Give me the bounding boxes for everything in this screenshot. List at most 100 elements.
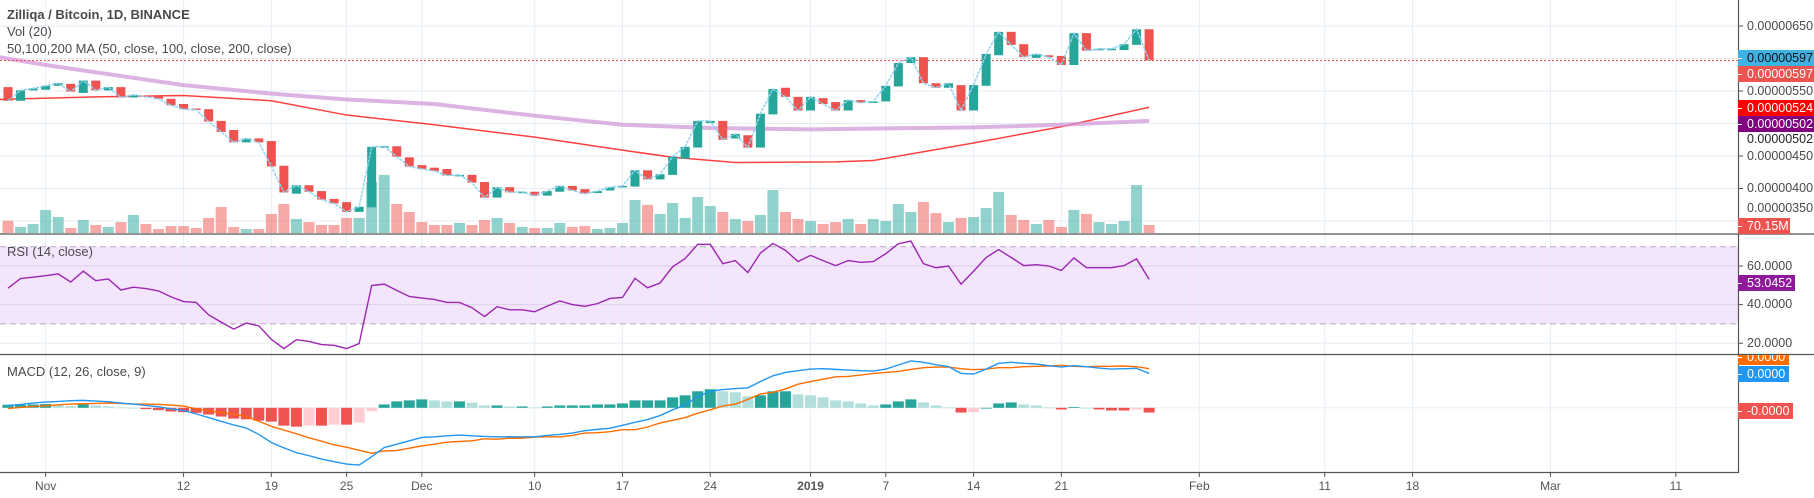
candle [881, 85, 891, 102]
signal-value-tag: 0.0000 [1738, 355, 1789, 365]
volume-bar [52, 217, 64, 233]
candle [768, 89, 778, 115]
volume-bar [591, 229, 603, 233]
candle [1094, 48, 1104, 51]
candle [643, 170, 653, 180]
candle [1069, 33, 1079, 65]
candle [605, 187, 615, 191]
macd-histogram-bar [391, 401, 403, 408]
volume-bar [140, 223, 152, 233]
macd-histogram-bar [102, 406, 114, 408]
volume-bar [391, 204, 403, 233]
volume-bar [516, 226, 528, 233]
macd-pane[interactable] [2, 360, 1155, 466]
volume-bar [290, 218, 302, 233]
volume-bar [215, 206, 227, 233]
macd-histogram-bar [1106, 407, 1118, 411]
candle [153, 96, 163, 99]
macd-histogram-bar [416, 399, 428, 408]
macd-histogram-bar [529, 407, 541, 409]
macd-axis[interactable]: 0.0000 0.0000 -0.0000 [1738, 355, 1814, 472]
macd-histogram-bar [341, 407, 353, 425]
candle [542, 191, 552, 196]
moving-average-line [0, 94, 1150, 164]
macd-histogram-bar [165, 407, 177, 412]
candle [241, 138, 251, 143]
volume-bar [604, 227, 616, 233]
candle [580, 189, 590, 194]
candle [655, 174, 665, 180]
volume-bars [2, 174, 1155, 233]
volume-bar [102, 226, 114, 233]
volume-bar [1143, 225, 1155, 233]
volume-bar [341, 217, 353, 233]
candle [480, 182, 490, 198]
macd-histogram-bar [654, 400, 666, 408]
price-axis-label: 0.00000550 [1747, 83, 1814, 98]
volume-bar [642, 204, 654, 233]
close-line-value-tag: 0.00000597 [1738, 50, 1814, 66]
macd-histogram-bar [428, 400, 440, 408]
ma-legend[interactable]: 50,100,200 MA (50, close, 100, close, 20… [7, 41, 292, 56]
macd-histogram-bar [152, 407, 164, 411]
symbol-title[interactable]: Zilliqa / Bitcoin, 1D, BINANCE [7, 7, 190, 22]
volume-legend[interactable]: Vol (20) [7, 24, 52, 39]
candle [128, 94, 138, 98]
macd-histogram-bar [403, 400, 415, 408]
volume-bar [692, 196, 704, 233]
volume-bar [479, 219, 491, 233]
volume-bar [892, 204, 904, 233]
candle [555, 185, 565, 192]
time-axis-label: 18 [1405, 479, 1420, 493]
rsi-axis-label: 40.0000 [1747, 297, 1793, 312]
macd-histogram-bar [1055, 407, 1067, 410]
volume-bar [792, 218, 804, 233]
candle [392, 146, 402, 157]
candle [1031, 53, 1041, 58]
candle [1006, 31, 1016, 45]
candle [567, 185, 577, 191]
macd-histogram-bar [1131, 407, 1143, 410]
ma-purple-value-tag: 0.00000502 [1738, 116, 1814, 132]
candle [668, 156, 678, 175]
volume-bar [165, 226, 177, 233]
close-price-line [7, 27, 1150, 213]
macd-histogram-bar [729, 392, 741, 408]
candle [229, 130, 239, 143]
volume-bar [453, 222, 465, 233]
macd-histogram-bar [905, 399, 917, 408]
rsi-legend[interactable]: RSI (14, close) [7, 244, 93, 259]
volume-bar [466, 225, 478, 233]
rsi-value-tag: 53.0452 [1738, 275, 1795, 291]
candle [216, 120, 226, 132]
macd-histogram-bar [817, 397, 829, 408]
rsi-pane[interactable] [7, 240, 1150, 350]
candle [831, 102, 841, 111]
macd-histogram-bar [1143, 407, 1155, 413]
volume-bar [353, 217, 365, 233]
macd-histogram-bar [127, 407, 139, 409]
macd-histogram-bar [554, 405, 566, 408]
grid-lines [0, 0, 1738, 472]
candle [116, 87, 126, 98]
macd-legend[interactable]: MACD (12, 26, close, 9) [7, 364, 146, 379]
macd-histogram-bar [52, 404, 64, 408]
macd-histogram-bar [616, 403, 628, 408]
macd-histogram-bar [980, 407, 992, 409]
candle [429, 167, 439, 171]
time-axis-label: 11 [1669, 479, 1683, 493]
macd-histogram-bar [805, 395, 817, 408]
time-axis-label: 7 [882, 479, 890, 493]
macd-histogram-bar [993, 403, 1005, 408]
time-axis-label: Dec [411, 479, 433, 493]
volume-bar [40, 209, 52, 233]
volume-bar [629, 200, 641, 233]
macd-histogram-bar [1043, 407, 1055, 409]
macd-histogram-bar [65, 406, 77, 408]
moving-average-line [0, 55, 1150, 132]
volume-bar [704, 205, 716, 233]
macd-histogram-bar [717, 391, 729, 408]
volume-bar [441, 225, 453, 233]
candle [66, 83, 76, 92]
